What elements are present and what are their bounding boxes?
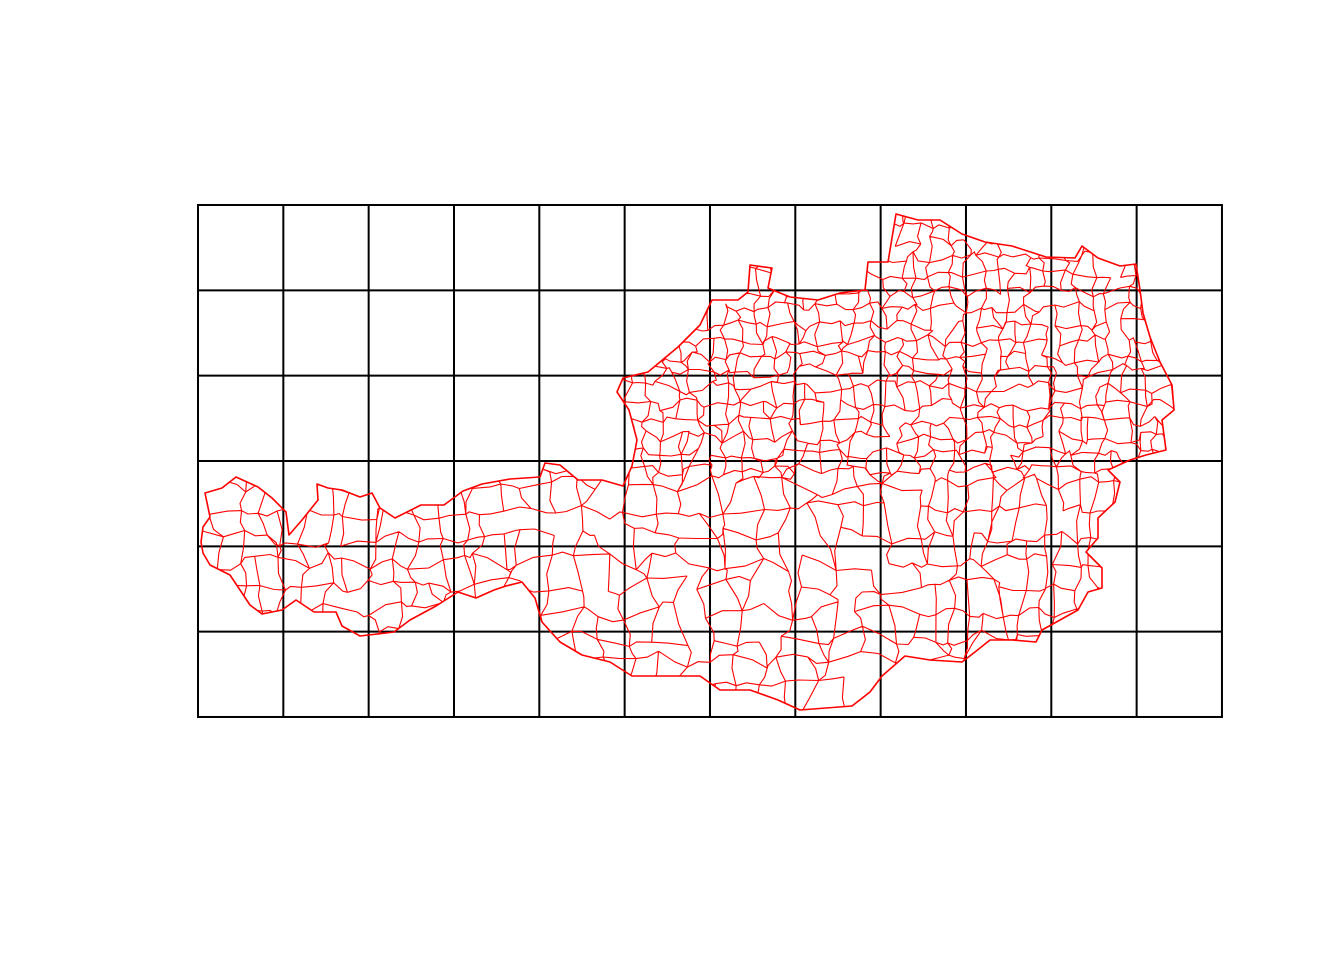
municipality-boundary-group <box>201 214 1174 250</box>
reference-grid <box>197 204 1223 718</box>
municipality-boundary-group <box>201 265 1174 298</box>
municipality-boundary-group <box>201 675 1174 710</box>
country-outline <box>200 213 1175 711</box>
municipality-boundary-group <box>201 652 1174 710</box>
municipality-boundary-group <box>201 551 1164 616</box>
municipality-boundary-group <box>661 350 1174 378</box>
municipality-boundary-group <box>201 625 1174 694</box>
municipality-boundary-group <box>201 530 1172 593</box>
municipality-boundary-group <box>201 606 1169 667</box>
municipality-boundary-group <box>553 299 1131 334</box>
municipality-boundary-group <box>497 216 1077 249</box>
municipality-boundary-group <box>201 219 1174 266</box>
municipality-boundary-group <box>282 462 920 495</box>
municipality-boundary-group <box>493 427 1088 460</box>
municipality-boundary-group <box>472 375 1056 414</box>
municipality-boundary-group <box>201 462 1173 520</box>
municipality-boundary-group <box>296 500 1091 547</box>
municipality-boundary-group <box>201 382 1174 433</box>
